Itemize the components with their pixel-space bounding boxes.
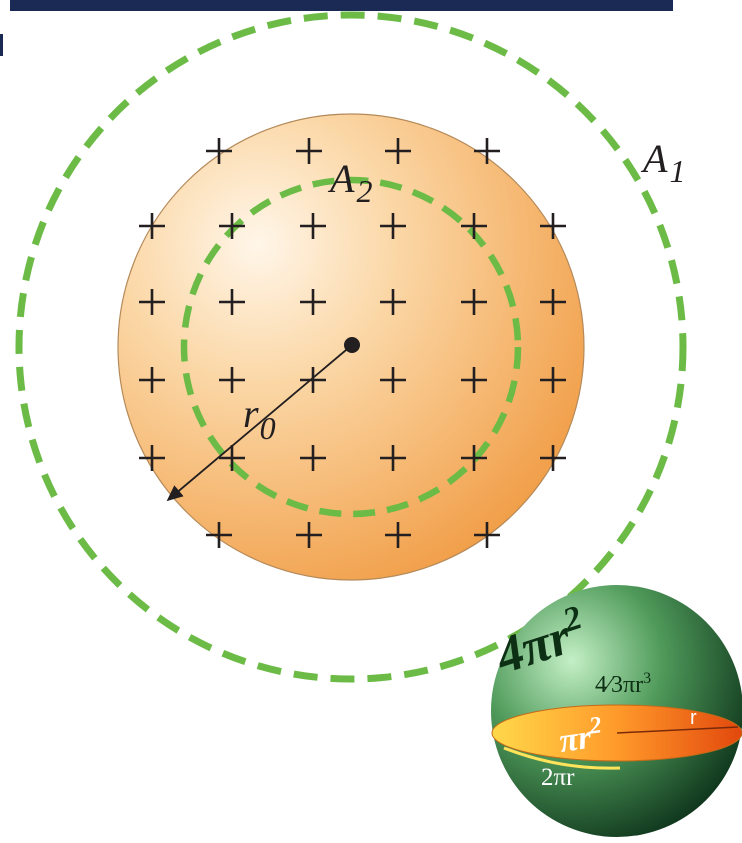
plus-charge <box>540 213 566 239</box>
plus-charge <box>300 445 326 471</box>
plus-charge <box>219 289 245 315</box>
icon-volume-frac: 4⁄3 <box>595 672 623 698</box>
header-bar <box>10 0 673 11</box>
plus-charge <box>300 213 326 239</box>
icon-cross-section-text: πr <box>557 719 594 760</box>
plus-charge <box>380 445 406 471</box>
plus-charge <box>474 138 500 164</box>
icon-radius-line <box>616 726 739 734</box>
icon-circumference-arc <box>503 746 621 770</box>
label-r0-sub: 0 <box>260 410 276 446</box>
left-edge-mark <box>0 34 3 56</box>
charge-grid <box>139 138 566 548</box>
plus-charge <box>219 213 245 239</box>
icon-circumference-formula: 2πr <box>541 764 575 791</box>
plus-charge <box>300 289 326 315</box>
icon-radius-label: r <box>690 707 697 729</box>
plus-charge <box>540 289 566 315</box>
plus-charge <box>139 445 165 471</box>
label-a2-name: A <box>327 156 355 201</box>
icon-cross-section-formula: πr2 <box>556 712 605 760</box>
gaussian-surface-a1 <box>15 11 687 683</box>
label-a2-sub: 2 <box>356 173 372 209</box>
radius-arrow <box>166 344 353 502</box>
plus-charge <box>461 289 487 315</box>
label-a1-name: A <box>640 136 668 181</box>
icon-volume-exp: 3 <box>643 670 651 687</box>
label-r0-name: r <box>243 391 259 436</box>
plus-charge <box>206 522 232 548</box>
plus-charge <box>461 213 487 239</box>
plus-charge <box>540 445 566 471</box>
gaussian-surface-a2 <box>180 176 522 518</box>
plus-charge <box>540 367 566 393</box>
icon-cross-section-exp: 2 <box>587 712 603 740</box>
label-a2: A2 <box>327 156 372 209</box>
plus-charge <box>139 367 165 393</box>
plus-charge <box>139 213 165 239</box>
plus-charge <box>474 522 500 548</box>
plus-charge <box>219 367 245 393</box>
icon-volume-formula: 4⁄3πr3 <box>595 670 651 698</box>
plus-charge <box>300 367 326 393</box>
plus-charge <box>380 367 406 393</box>
label-a1: A1 <box>640 136 685 189</box>
plus-charge <box>139 289 165 315</box>
sphere-formulas-icon: r 4πr2 4⁄3πr3 πr2 2πr <box>488 585 742 837</box>
plus-charge <box>380 289 406 315</box>
plus-charge <box>296 522 322 548</box>
plus-charge <box>461 445 487 471</box>
plus-charge <box>380 213 406 239</box>
plus-charge <box>385 522 411 548</box>
center-dot <box>344 337 360 353</box>
plus-charge <box>219 445 245 471</box>
plus-charge <box>385 138 411 164</box>
plus-charge <box>206 138 232 164</box>
icon-volume-text: πr <box>623 672 643 698</box>
plus-charge <box>461 367 487 393</box>
label-a1-sub: 1 <box>669 153 685 189</box>
plus-charge <box>296 138 322 164</box>
label-r0: r0 <box>243 391 276 446</box>
